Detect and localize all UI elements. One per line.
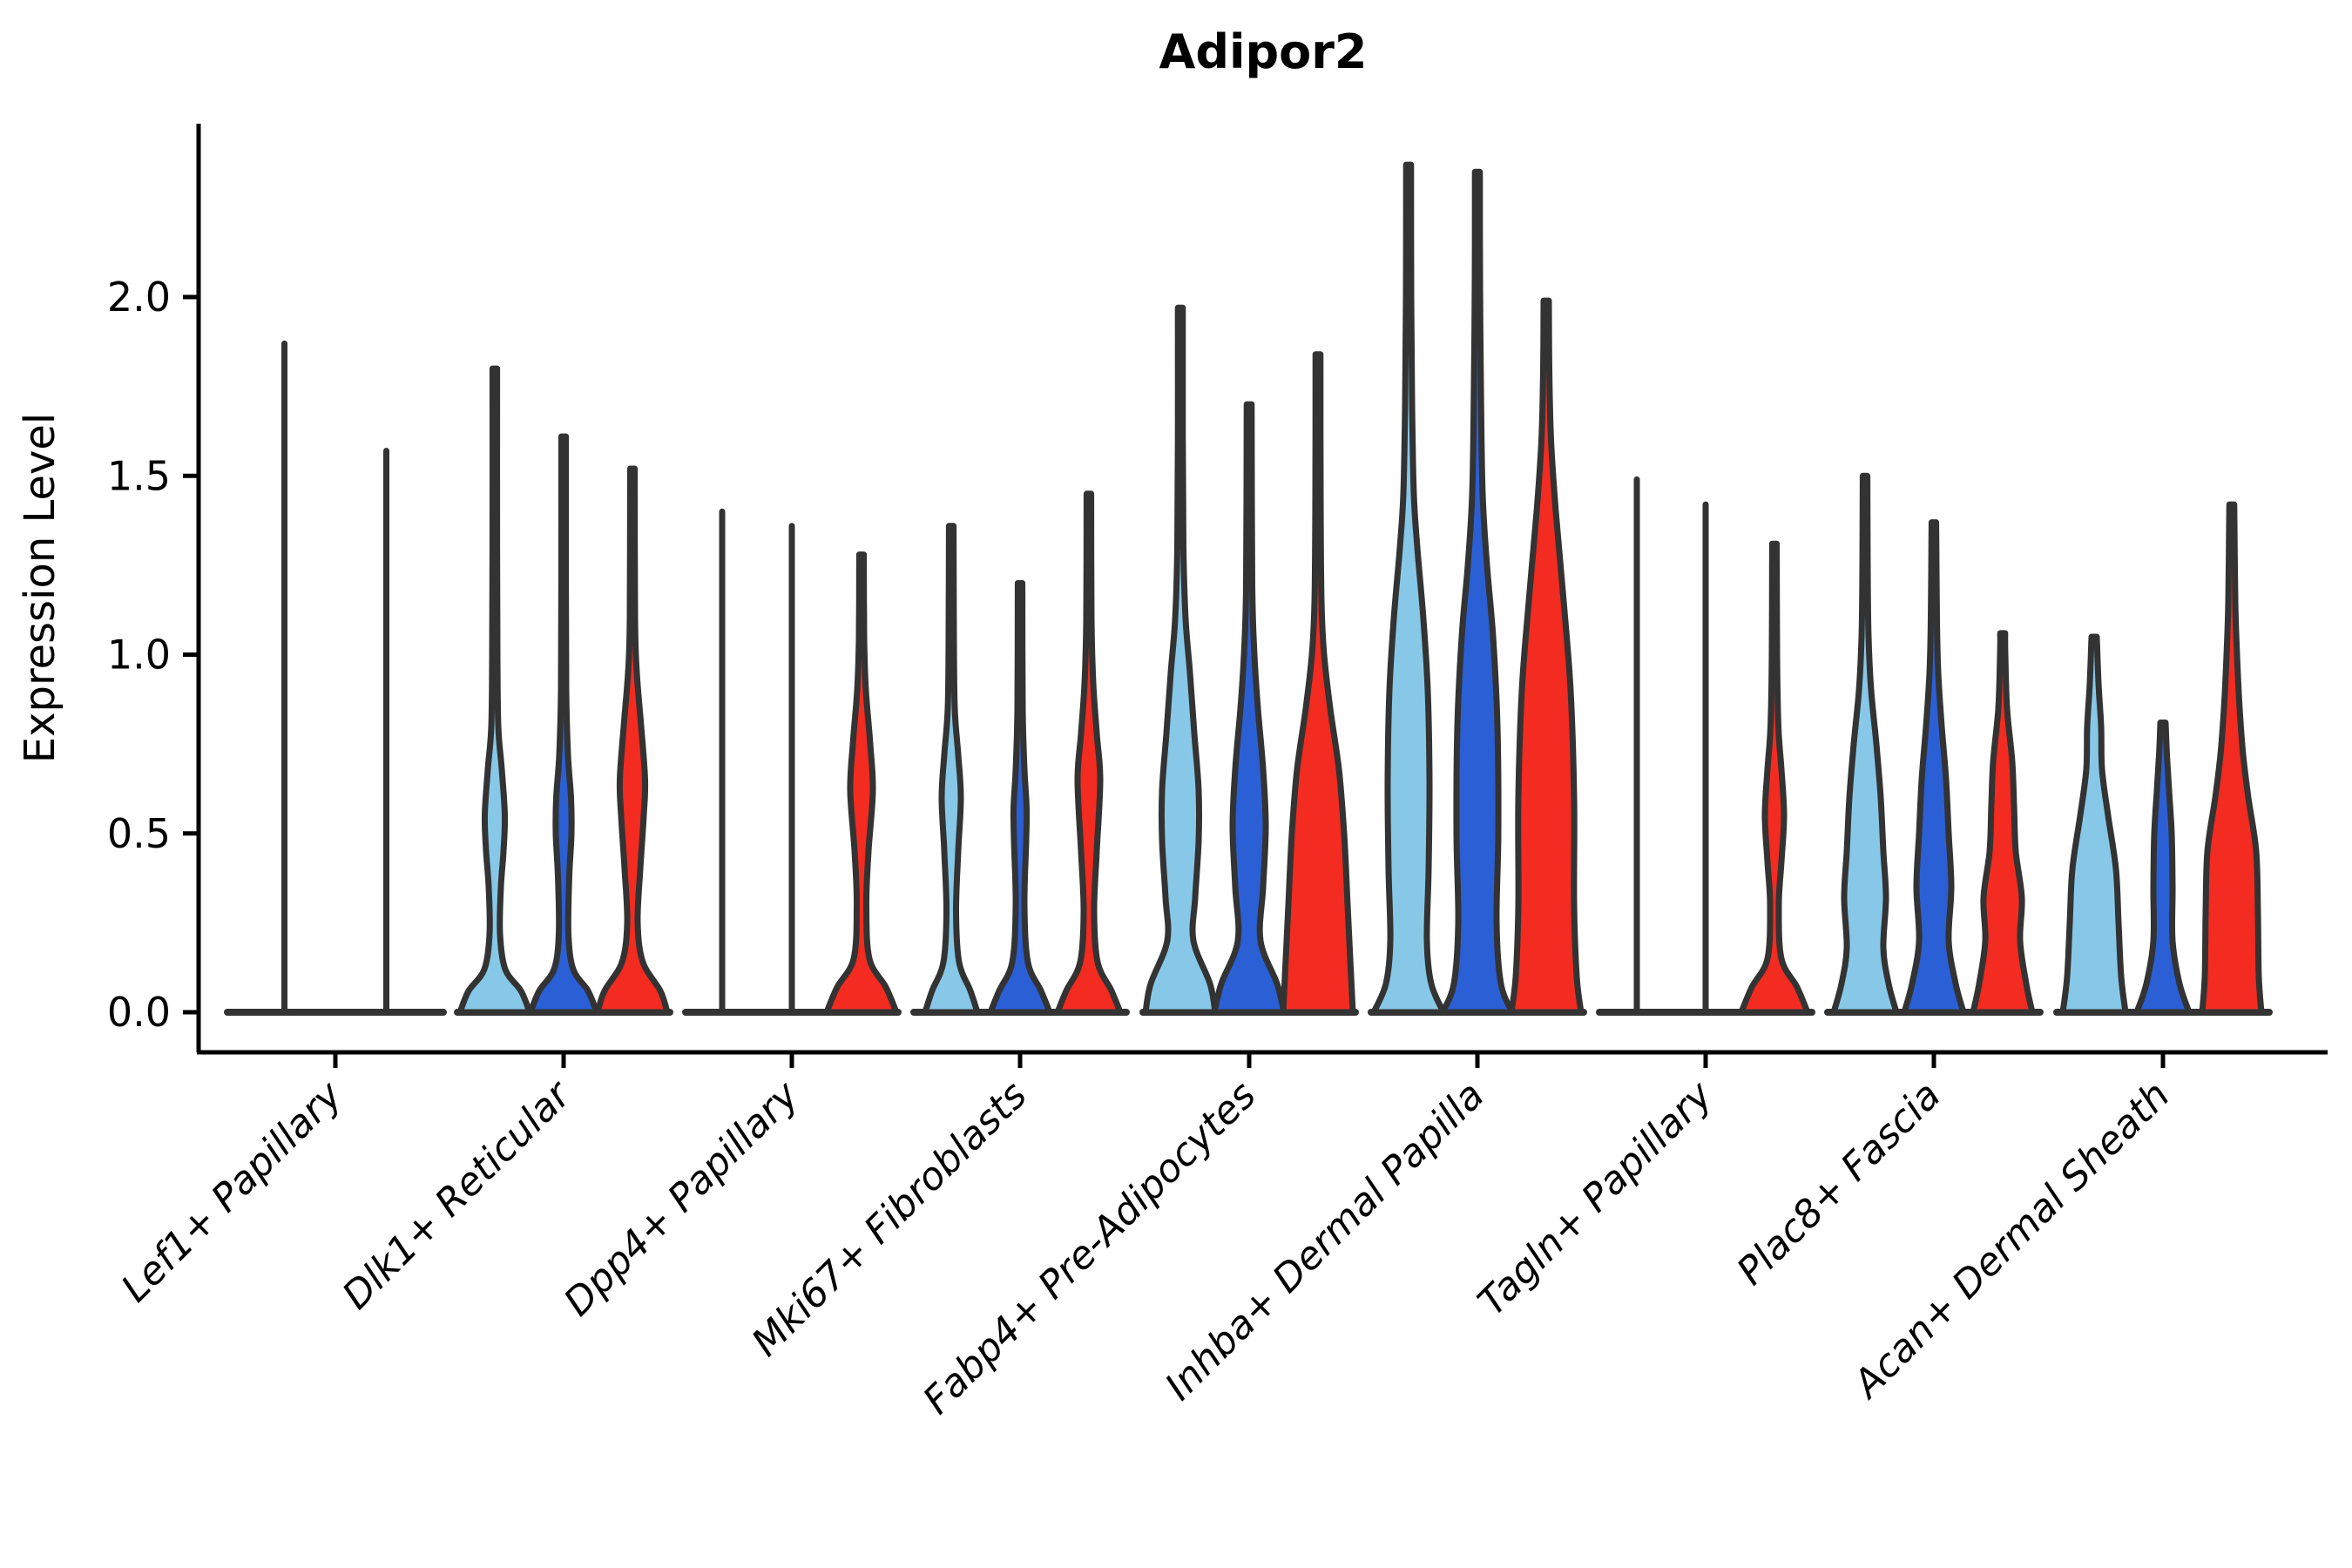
y-tick-label: 1.5 — [107, 452, 171, 499]
y-tick-label: 2.0 — [107, 274, 171, 321]
y-tick-label: 1.0 — [107, 632, 171, 679]
y-axis-label: Expression Level — [16, 413, 64, 764]
violin-blue_light — [2059, 633, 2129, 1016]
x-tick-label: Dlk1+ Reticular — [334, 1071, 580, 1318]
x-tick-label: Dpp4+ Papillary — [556, 1072, 808, 1325]
violin-blue_dark — [527, 433, 600, 1016]
violin-red — [594, 465, 671, 1016]
violin-red — [1738, 540, 1811, 1016]
x-tick-label: Plac8+ Fascia — [1728, 1073, 1949, 1294]
violin-blue_dark — [1901, 519, 1967, 1016]
violin-red — [1508, 297, 1585, 1016]
x-tick-label: Lef1+ Papillary — [113, 1072, 352, 1311]
violin-blue_light — [1142, 304, 1219, 1016]
violin-blue_light — [1830, 472, 1900, 1016]
chart-title: Adipor2 — [1159, 24, 1368, 79]
violin-blue_dark — [987, 579, 1053, 1016]
violin-blue_light — [1370, 161, 1447, 1016]
violin-red — [1280, 351, 1356, 1016]
x-tick-label: Tagln+ Papillary — [1470, 1072, 1721, 1324]
violin-blue_light — [922, 523, 981, 1016]
violin-red — [2199, 501, 2265, 1016]
violin-red — [1970, 630, 2036, 1016]
violin-blue_dark — [1439, 168, 1516, 1016]
violin-blue_dark — [1211, 401, 1288, 1016]
y-tick-label: 0.5 — [107, 810, 171, 857]
violin-blue_dark — [2133, 720, 2193, 1016]
violin-blue_light — [456, 365, 533, 1016]
violin-red — [823, 551, 900, 1016]
y-tick-label: 0.0 — [107, 989, 171, 1036]
violin-red — [1054, 490, 1124, 1016]
